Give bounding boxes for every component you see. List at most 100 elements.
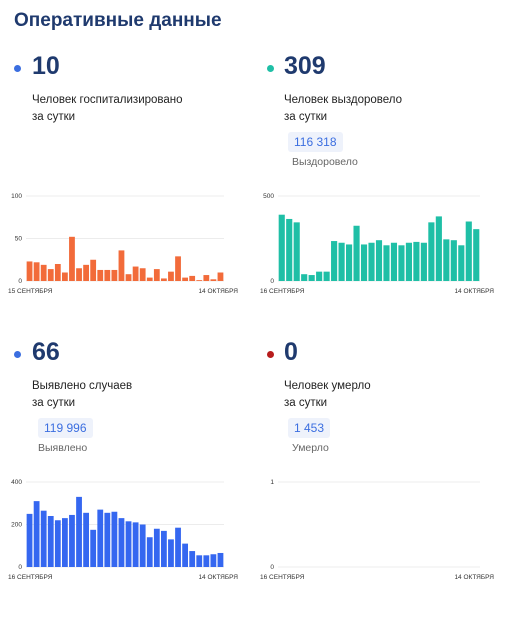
recovered-card: 309 Человек выздоровело за сутки 116 318…: [256, 48, 496, 348]
bar: [125, 521, 132, 567]
deaths-bar-chart: 1 0 16 СЕНТЯБРЯ 14 ОКТЯБРЯ: [260, 479, 494, 581]
bar: [33, 501, 40, 567]
bar: [33, 262, 40, 281]
y-tick-label: 0: [270, 564, 274, 571]
bar: [146, 277, 153, 281]
cases-card: 66 Выявлено случаев за сутки 119 996 Выя…: [0, 334, 240, 634]
hospitalized-description: Человек госпитализировано за сутки: [32, 92, 232, 126]
recovered-total-badge: 116 318: [288, 132, 343, 152]
hospitalized-value: 10: [32, 52, 60, 80]
bar: [90, 529, 97, 567]
bar: [383, 245, 390, 281]
y-tick-label: 0: [270, 278, 274, 285]
bar: [368, 242, 375, 281]
bar: [104, 269, 111, 281]
bar: [61, 272, 68, 281]
y-tick-label: 50: [15, 236, 23, 243]
bar: [168, 539, 174, 567]
hospitalized-bar-chart: 100 50 0 15 СЕНТЯБРЯ 14 ОКТЯБРЯ: [8, 193, 238, 295]
bar: [47, 269, 54, 281]
bullet-dot-icon: [14, 351, 21, 358]
hospitalized-card: 10 Человек госпитализировано за сутки 10…: [0, 48, 240, 348]
bar: [375, 240, 383, 281]
bar: [26, 261, 33, 281]
bar: [465, 221, 472, 281]
deaths-card: 0 Человек умерло за сутки 1 453 Умерло 1…: [256, 334, 496, 634]
x-end-label: 14 ОКТЯБРЯ: [198, 288, 238, 295]
description-line: за сутки: [284, 111, 328, 123]
bar: [40, 264, 47, 281]
bar: [308, 275, 315, 281]
bar: [301, 274, 308, 281]
bar: [76, 268, 82, 281]
description-line: Человек выздоровело: [284, 94, 403, 106]
cases-total-badge: 119 996: [38, 418, 93, 438]
bar: [47, 516, 54, 567]
cases-value: 66: [32, 338, 60, 366]
description-line: Человек госпитализировано: [32, 94, 183, 106]
y-tick-label: 100: [11, 193, 22, 200]
bar: [153, 269, 160, 281]
bar: [443, 239, 450, 281]
bar: [146, 537, 153, 567]
x-end-label: 14 ОКТЯБРЯ: [454, 574, 494, 581]
x-start-label: 15 СЕНТЯБРЯ: [8, 288, 53, 295]
bar: [428, 222, 435, 281]
deaths-value: 0: [284, 338, 298, 366]
bar: [139, 524, 146, 567]
bar: [398, 245, 405, 281]
bar: [160, 278, 167, 281]
bar: [132, 522, 139, 567]
bar: [132, 266, 139, 281]
bar: [210, 554, 217, 567]
bar: [360, 244, 368, 281]
bar: [90, 259, 97, 281]
bar: [196, 555, 203, 567]
recovered-description: Человек выздоровело за сутки: [284, 92, 484, 126]
y-tick-label: 1: [270, 479, 274, 486]
bar: [331, 241, 338, 281]
bar: [316, 271, 323, 281]
recovered-bar-chart: 500 0 16 СЕНТЯБРЯ 14 ОКТЯБРЯ: [260, 193, 494, 295]
bar: [83, 264, 90, 281]
bar: [175, 527, 181, 567]
description-line: Выявлено случаев: [32, 380, 133, 392]
x-start-label: 16 СЕНТЯБРЯ: [260, 288, 305, 295]
deaths-description: Человек умерло за сутки: [284, 378, 484, 412]
bar: [61, 518, 68, 567]
bar: [26, 513, 33, 567]
y-tick-label: 0: [18, 278, 22, 285]
bar: [413, 241, 420, 281]
bar: [139, 268, 146, 281]
bar: [83, 512, 90, 567]
bar: [450, 240, 457, 281]
bar: [323, 271, 330, 281]
deaths-total-badge: 1 453: [288, 418, 331, 438]
bar: [40, 510, 47, 567]
bar: [286, 218, 293, 281]
bar: [189, 551, 196, 567]
recovered-value: 309: [284, 52, 326, 80]
bar: [217, 272, 224, 281]
description-line: за сутки: [32, 397, 76, 409]
x-start-label: 16 СЕНТЯБРЯ: [260, 574, 305, 581]
y-tick-label: 400: [11, 479, 22, 486]
bar: [69, 236, 75, 281]
bar: [420, 242, 427, 281]
bar: [69, 514, 75, 567]
bar: [217, 552, 224, 567]
bar: [97, 509, 104, 567]
bar: [189, 275, 196, 281]
bar: [111, 269, 118, 281]
bullet-dot-icon: [14, 65, 21, 72]
bar: [168, 271, 174, 281]
bar: [153, 528, 160, 567]
bar: [182, 277, 189, 281]
bar: [203, 275, 210, 281]
page-title: Оперативные данные: [14, 10, 222, 31]
deaths-total-label: Умерло: [292, 442, 329, 454]
bar: [346, 244, 353, 281]
bar: [435, 216, 442, 281]
bar: [175, 256, 181, 281]
bar: [278, 214, 285, 281]
